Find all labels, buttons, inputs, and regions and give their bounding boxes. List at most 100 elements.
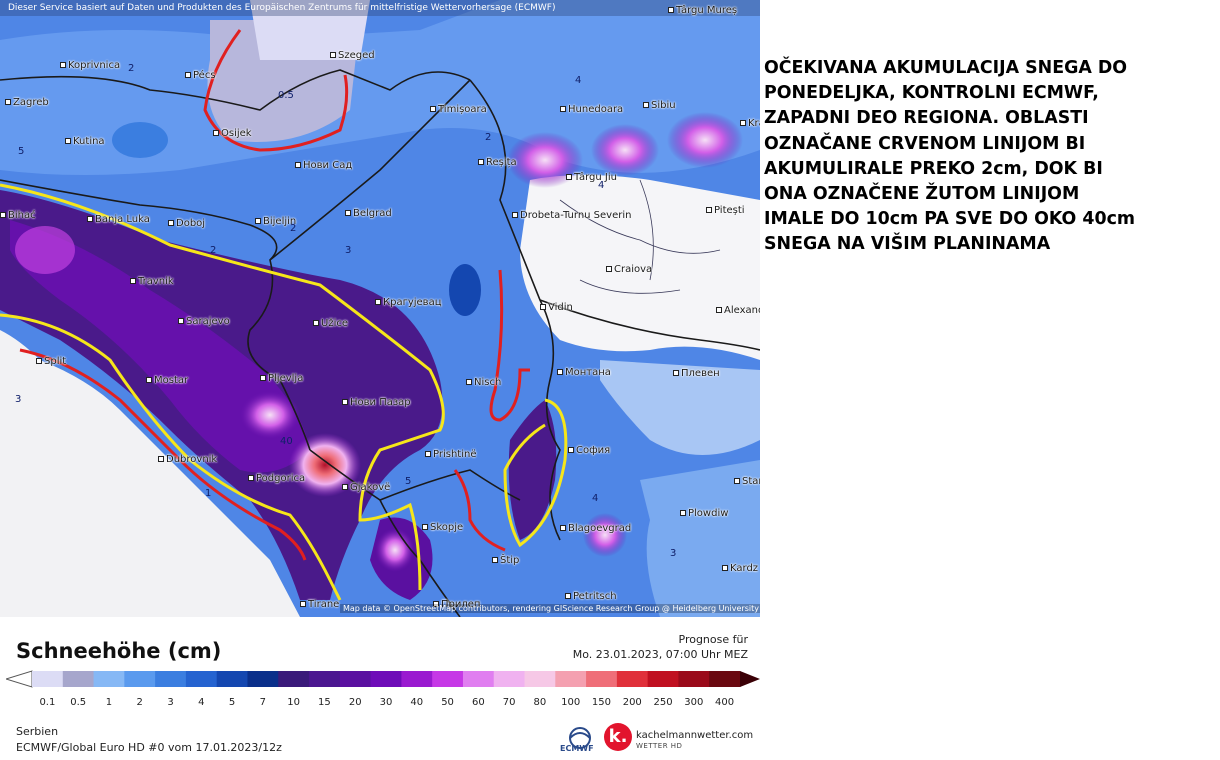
scale-tick-label: 2 — [136, 697, 143, 708]
scale-swatch — [309, 671, 341, 687]
contour-value: 3 — [670, 548, 677, 559]
legend-title: Schneehöhe (cm) — [16, 639, 222, 663]
forecast-date: Mo. 23.01.2023, 07:00 Uhr MEZ — [572, 648, 748, 661]
scale-tick-label: 150 — [591, 697, 612, 708]
scale-swatch — [493, 671, 526, 687]
scale-tick-label: 4 — [198, 697, 205, 708]
place-label: Крагујевац — [375, 297, 442, 308]
contour-value: 1 — [205, 488, 212, 499]
contour-value: 4 — [575, 75, 582, 86]
scale-swatch — [278, 671, 310, 687]
place-label: Alexand — [716, 305, 760, 316]
place-label: Podgorica — [248, 473, 305, 484]
contour-value: 2 — [290, 223, 297, 234]
scale-swatch — [432, 671, 464, 687]
place-label: Sarajevo — [178, 316, 230, 327]
place-label: Štip — [492, 555, 519, 566]
scale-tick-label: 40 — [410, 697, 424, 708]
scale-swatch — [339, 671, 372, 687]
scale-tick-label: 15 — [318, 697, 331, 708]
scale-tick-label: 70 — [502, 697, 516, 708]
light-blue-zone-north — [0, 0, 760, 175]
place-label: Kutina — [65, 136, 105, 147]
contour-value: 4 — [592, 493, 599, 504]
peak-retezat — [507, 132, 583, 188]
scale-tick-label: 20 — [348, 697, 362, 708]
peak-rila — [583, 513, 627, 557]
place-label: Zagreb — [5, 97, 49, 108]
brand-name[interactable]: kachelmannwetter.com — [636, 730, 754, 741]
data-source-banner: Dieser Service basiert auf Daten und Pro… — [0, 0, 760, 16]
light-zone-thrace — [640, 460, 760, 617]
light-zone-danubian-plain — [600, 360, 760, 455]
scale-swatch — [709, 671, 741, 687]
scale-tick-label: 7 — [259, 697, 267, 708]
place-label: Mostar — [146, 375, 188, 386]
place-label: Плевен — [673, 368, 720, 379]
scale-min-arrow — [6, 670, 33, 688]
scale-tick-label: 1 — [105, 697, 113, 708]
contour-value: 2 — [210, 245, 217, 256]
place-label: Osijek — [213, 128, 252, 139]
ecmwf-label: ECMWF — [560, 744, 594, 753]
scale-swatch — [155, 671, 187, 687]
contour-value: 2 — [485, 132, 492, 143]
scale-swatch — [555, 671, 587, 687]
scale-swatch — [124, 671, 156, 687]
contour-value: 3 — [345, 245, 352, 256]
scale-tick-label: 100 — [561, 697, 581, 708]
scale-tick-label: 3 — [167, 697, 174, 708]
place-label: Pljevlja — [260, 373, 303, 384]
brand-subtitle: WETTER HD — [636, 742, 683, 750]
place-label: Timișoara — [430, 104, 487, 115]
place-label: Reșița — [478, 157, 517, 168]
model-run-info: ECMWF/Global Euro HD #0 vom 17.01.2023/1… — [16, 741, 282, 754]
place-label: Bihać — [0, 210, 36, 221]
scale-swatch — [32, 671, 64, 687]
place-label: Banja Luka — [87, 214, 150, 225]
place-label: Szeged — [330, 50, 375, 61]
scale-tick-label: 10 — [287, 697, 301, 708]
contour-value: 40 — [280, 436, 293, 447]
place-label: Prishtinë — [425, 449, 476, 460]
scale-swatch — [647, 671, 679, 687]
legend-panel: Schneehöhe (cm) Prognose für Mo. 23.01.2… — [0, 617, 760, 760]
place-label: Прилеп — [433, 599, 480, 610]
map-attribution[interactable]: Map data © OpenStreetMap contributors, r… — [340, 604, 760, 613]
scale-swatch — [185, 671, 218, 687]
place-label: Skopje — [422, 522, 463, 533]
vitosha-rila-band — [508, 400, 557, 540]
forecast-commentary: OČEKIVANA AKUMULACIJA SNEGA DO PONEDELJK… — [764, 58, 1136, 255]
place-label: Petritsch — [565, 591, 617, 602]
color-scale-bar — [6, 670, 760, 688]
place-label: Hunedoara — [560, 104, 623, 115]
place-label: Užice — [313, 318, 348, 329]
snow-depth-map: Dieser Service basiert auf Daten und Pro… — [0, 0, 760, 617]
place-label: Craiova — [606, 264, 652, 275]
scale-tick-label: 0.5 — [70, 697, 87, 708]
scale-tick-label: 60 — [471, 697, 485, 708]
kachelmann-logo-icon[interactable]: k. — [604, 723, 632, 751]
scale-tick-label: 400 — [715, 697, 735, 708]
peak-fagaras — [667, 112, 743, 168]
place-label: Plowdiw — [680, 508, 728, 519]
contour-value: 5 — [18, 146, 25, 157]
region-name: Serbien — [16, 725, 59, 738]
place-label: Koprivnica — [60, 60, 120, 71]
contour-value: 4 — [598, 180, 605, 191]
contour-value: 0.5 — [278, 90, 294, 101]
scale-tick-label: 0.1 — [39, 697, 56, 708]
place-label: Belgrad — [345, 208, 392, 219]
scale-tick-label: 30 — [379, 697, 393, 708]
contour-value: 2 — [128, 63, 135, 74]
peak-sar — [375, 528, 415, 572]
place-label: Stara — [734, 476, 760, 487]
peak-durmitor — [240, 391, 300, 439]
spot-kutina — [112, 122, 168, 158]
place-label: Nisch — [466, 377, 501, 388]
contour-value: 3 — [15, 394, 22, 405]
scale-swatch — [247, 671, 279, 687]
scale-swatch — [462, 671, 495, 687]
scale-swatch — [216, 671, 248, 687]
place-label: Blagoevgrad — [560, 523, 631, 534]
